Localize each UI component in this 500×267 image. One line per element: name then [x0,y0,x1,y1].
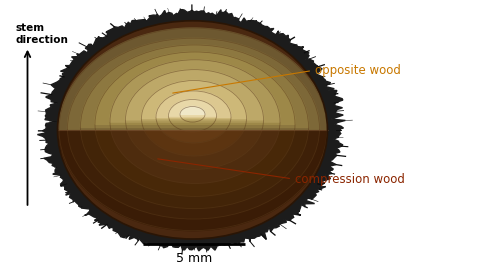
Text: stem
direction: stem direction [15,23,68,45]
Polygon shape [68,129,320,219]
Polygon shape [168,100,216,116]
Polygon shape [68,38,320,129]
Text: opposite wood: opposite wood [172,64,401,93]
Polygon shape [38,10,346,251]
Polygon shape [180,107,205,114]
Polygon shape [80,45,308,127]
Polygon shape [80,127,308,209]
Polygon shape [126,70,264,120]
Polygon shape [95,52,295,124]
Polygon shape [168,116,216,132]
Polygon shape [59,129,327,231]
Text: 5 mm: 5 mm [176,253,212,265]
Text: compression wood: compression wood [158,159,405,186]
Polygon shape [95,124,295,196]
Polygon shape [126,120,264,169]
Polygon shape [180,114,205,122]
Polygon shape [142,81,246,118]
Polygon shape [110,60,280,121]
Polygon shape [156,91,231,117]
Polygon shape [110,121,280,183]
Ellipse shape [58,21,328,239]
Polygon shape [142,118,246,156]
Polygon shape [59,28,327,129]
Polygon shape [156,117,231,143]
